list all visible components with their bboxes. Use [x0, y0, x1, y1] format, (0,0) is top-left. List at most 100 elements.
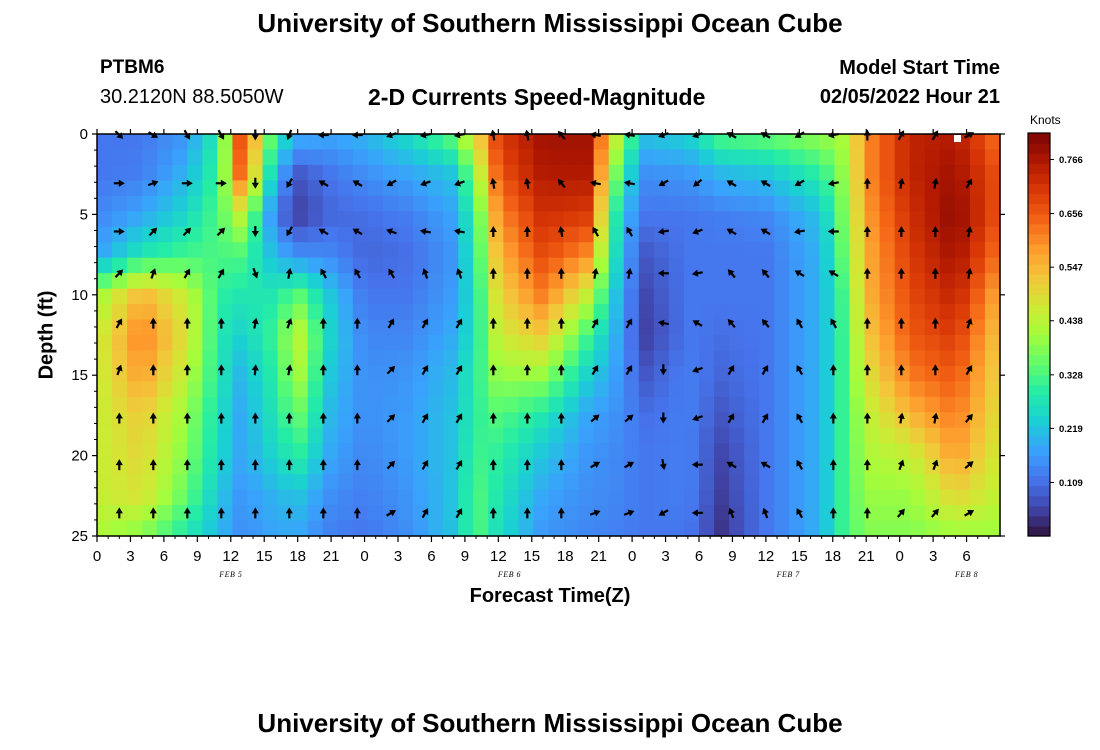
heatmap-cell [759, 443, 775, 460]
heatmap-cell [593, 520, 610, 537]
heatmap-cell [443, 319, 459, 336]
x-tick-label: 0 [93, 548, 101, 565]
heatmap-cell [638, 180, 655, 197]
heatmap-cell [774, 443, 790, 460]
heatmap-cell [337, 412, 354, 429]
heatmap-cell [202, 226, 218, 243]
heatmap-cell [247, 304, 264, 321]
heatmap-cell [292, 427, 309, 444]
heatmap-cell [292, 257, 309, 274]
heatmap-cell [413, 474, 429, 491]
heatmap-cell [638, 273, 655, 290]
heatmap-cell [428, 195, 444, 212]
heatmap-cell [187, 288, 203, 305]
heatmap-cell [352, 412, 369, 429]
heatmap-cell [789, 489, 805, 506]
heatmap-cell [834, 412, 851, 429]
colorbar-segment [1028, 425, 1050, 436]
heatmap-cell [202, 195, 218, 212]
heatmap-cell [623, 335, 640, 352]
heatmap-cell [789, 474, 805, 491]
heatmap-cell [172, 242, 188, 259]
heatmap-cell [548, 427, 565, 444]
heatmap-cell [563, 304, 580, 321]
heatmap-cell [789, 520, 805, 537]
heatmap-cell [398, 443, 414, 460]
heatmap-cell [262, 134, 279, 151]
heatmap-cell [307, 242, 324, 259]
heatmap-cell [834, 396, 851, 413]
heatmap-cell [533, 242, 550, 259]
heatmap-cell [292, 180, 309, 197]
heatmap-cell [428, 180, 444, 197]
heatmap-cell [744, 412, 760, 429]
heatmap-cell [97, 288, 113, 305]
heatmap-cell [864, 304, 881, 321]
heatmap-cell [729, 273, 745, 290]
heatmap-cell [864, 474, 881, 491]
heatmap-cell [398, 134, 414, 151]
heatmap-cell [638, 335, 655, 352]
heatmap-cell [563, 365, 580, 382]
heatmap-cell [578, 319, 595, 336]
heatmap-cell [322, 458, 339, 475]
heatmap-cell [699, 242, 715, 259]
current-arrow-head [523, 267, 531, 274]
heatmap-cell [382, 273, 399, 290]
heatmap-cell [563, 226, 580, 243]
colorbar-segment [1028, 243, 1050, 255]
heatmap-cell [428, 474, 444, 491]
heatmap-cell [413, 195, 429, 212]
heatmap-cell [909, 164, 926, 181]
heatmap-cell [834, 273, 851, 290]
heatmap-cell [473, 226, 489, 243]
heatmap-cell [292, 505, 309, 522]
heatmap-cell [398, 396, 414, 413]
current-arrow-head [592, 414, 600, 422]
heatmap-cell [864, 273, 881, 290]
heatmap-cell [473, 304, 489, 321]
heatmap-cell [413, 520, 429, 537]
heatmap-cell [653, 427, 670, 444]
heatmap-cell [337, 505, 354, 522]
colorbar-segment [1028, 213, 1050, 225]
current-arrow-head [863, 364, 871, 371]
heatmap-cell [277, 195, 294, 212]
heatmap-cell [563, 396, 580, 413]
heatmap-cell [804, 195, 820, 212]
heatmap-cell [187, 474, 203, 491]
heatmap-cell [879, 458, 896, 475]
heatmap-cell [382, 134, 399, 151]
heatmap-cell [473, 134, 489, 151]
heatmap-cell [157, 350, 173, 367]
current-arrow-head [217, 412, 225, 419]
current-arrow-head [692, 131, 700, 139]
heatmap-cell [247, 195, 264, 212]
heatmap-cell [217, 458, 234, 475]
heatmap-cell [352, 164, 369, 181]
heatmap-cell [413, 335, 429, 352]
x-tick-label: 9 [461, 548, 469, 565]
heatmap-cell [563, 474, 580, 491]
heatmap-cell [533, 365, 550, 382]
current-arrow-head [657, 269, 664, 277]
heatmap-cell [789, 195, 805, 212]
heatmap-cell [638, 365, 655, 382]
heatmap-cell [307, 396, 324, 413]
heatmap-cell [699, 180, 715, 197]
heatmap-cell [337, 257, 354, 274]
heatmap-cell [398, 365, 414, 382]
heatmap-cell [984, 474, 1001, 491]
heatmap-cell [488, 134, 504, 151]
current-arrow-head [829, 507, 837, 514]
heatmap-cell [247, 474, 264, 491]
heatmap-cell [277, 164, 294, 181]
heatmap-cell [382, 180, 399, 197]
heatmap-cell [217, 443, 234, 460]
heatmap-cell [849, 412, 866, 429]
colorbar-tick-label: 0.438 [1059, 316, 1083, 327]
heatmap-cell [112, 350, 128, 367]
heatmap-cell [202, 257, 218, 274]
heatmap-cell [969, 381, 986, 398]
heatmap-cell [97, 195, 113, 212]
